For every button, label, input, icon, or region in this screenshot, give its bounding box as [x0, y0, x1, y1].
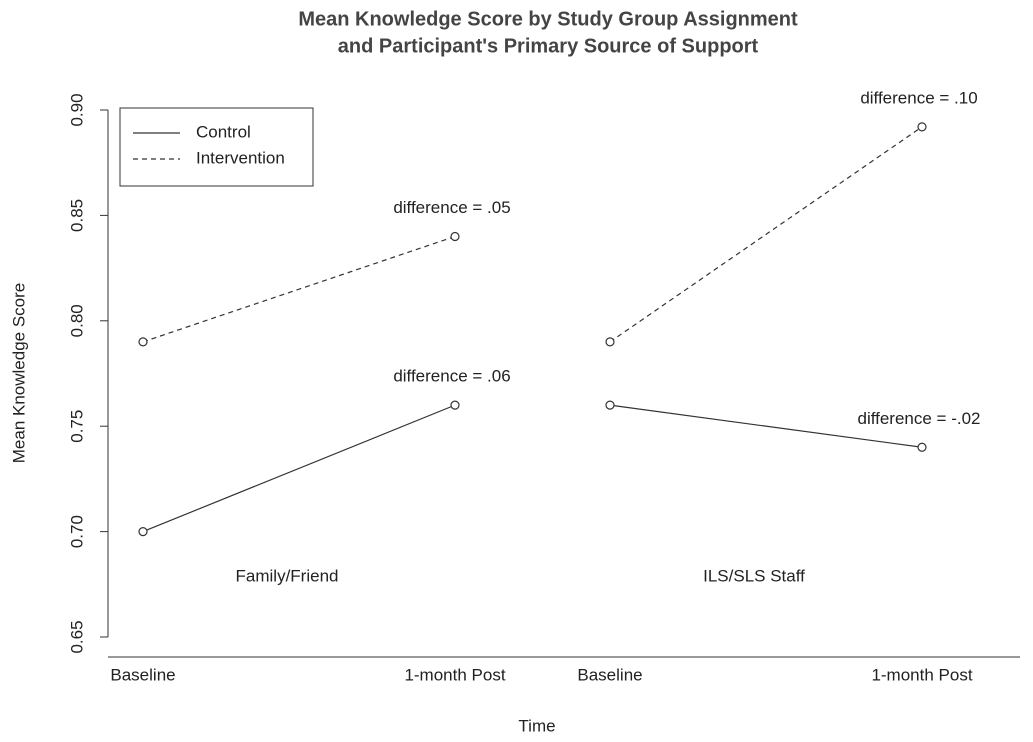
- annotation: difference = .10: [860, 88, 977, 107]
- legend-label: Control: [196, 122, 251, 141]
- x-tick-label: 1-month Post: [404, 665, 505, 684]
- x-tick-label: Baseline: [110, 665, 175, 684]
- series-line: [142, 404, 456, 533]
- data-point: [605, 400, 615, 410]
- x-tick-label: Baseline: [577, 665, 642, 684]
- data-point: [605, 337, 615, 347]
- data-point: [138, 337, 148, 347]
- data-point: [450, 400, 460, 410]
- y-tick-label: 0.85: [67, 199, 86, 232]
- legend-label: Intervention: [196, 148, 285, 167]
- data-point: [138, 526, 148, 537]
- panel-label: Family/Friend: [236, 566, 339, 585]
- series-line: [609, 404, 923, 448]
- y-axis-label: Mean Knowledge Score: [9, 283, 28, 464]
- x-tick-label: 1-month Post: [871, 665, 972, 684]
- legend-box: [119, 107, 314, 187]
- data-point: [917, 122, 927, 132]
- annotation: difference = -.02: [857, 409, 980, 428]
- series-line: [609, 126, 923, 343]
- annotation: difference = .06: [393, 367, 510, 386]
- y-tick-label: 0.70: [67, 515, 86, 548]
- y-tick-label: 0.80: [67, 304, 86, 337]
- y-tick-label: 0.65: [67, 620, 86, 653]
- x-axis-label: Time: [518, 716, 555, 735]
- annotation: difference = .05: [393, 198, 510, 217]
- series-line: [142, 235, 456, 343]
- data-point: [450, 231, 460, 242]
- chart-title: and Participant's Primary Source of Supp…: [338, 35, 759, 57]
- panel-label: ILS/SLS Staff: [703, 566, 805, 585]
- y-tick-label: 0.90: [67, 93, 86, 126]
- y-tick-label: 0.75: [67, 410, 86, 443]
- chart-title: Mean Knowledge Score by Study Group Assi…: [298, 8, 798, 30]
- data-point: [917, 442, 927, 452]
